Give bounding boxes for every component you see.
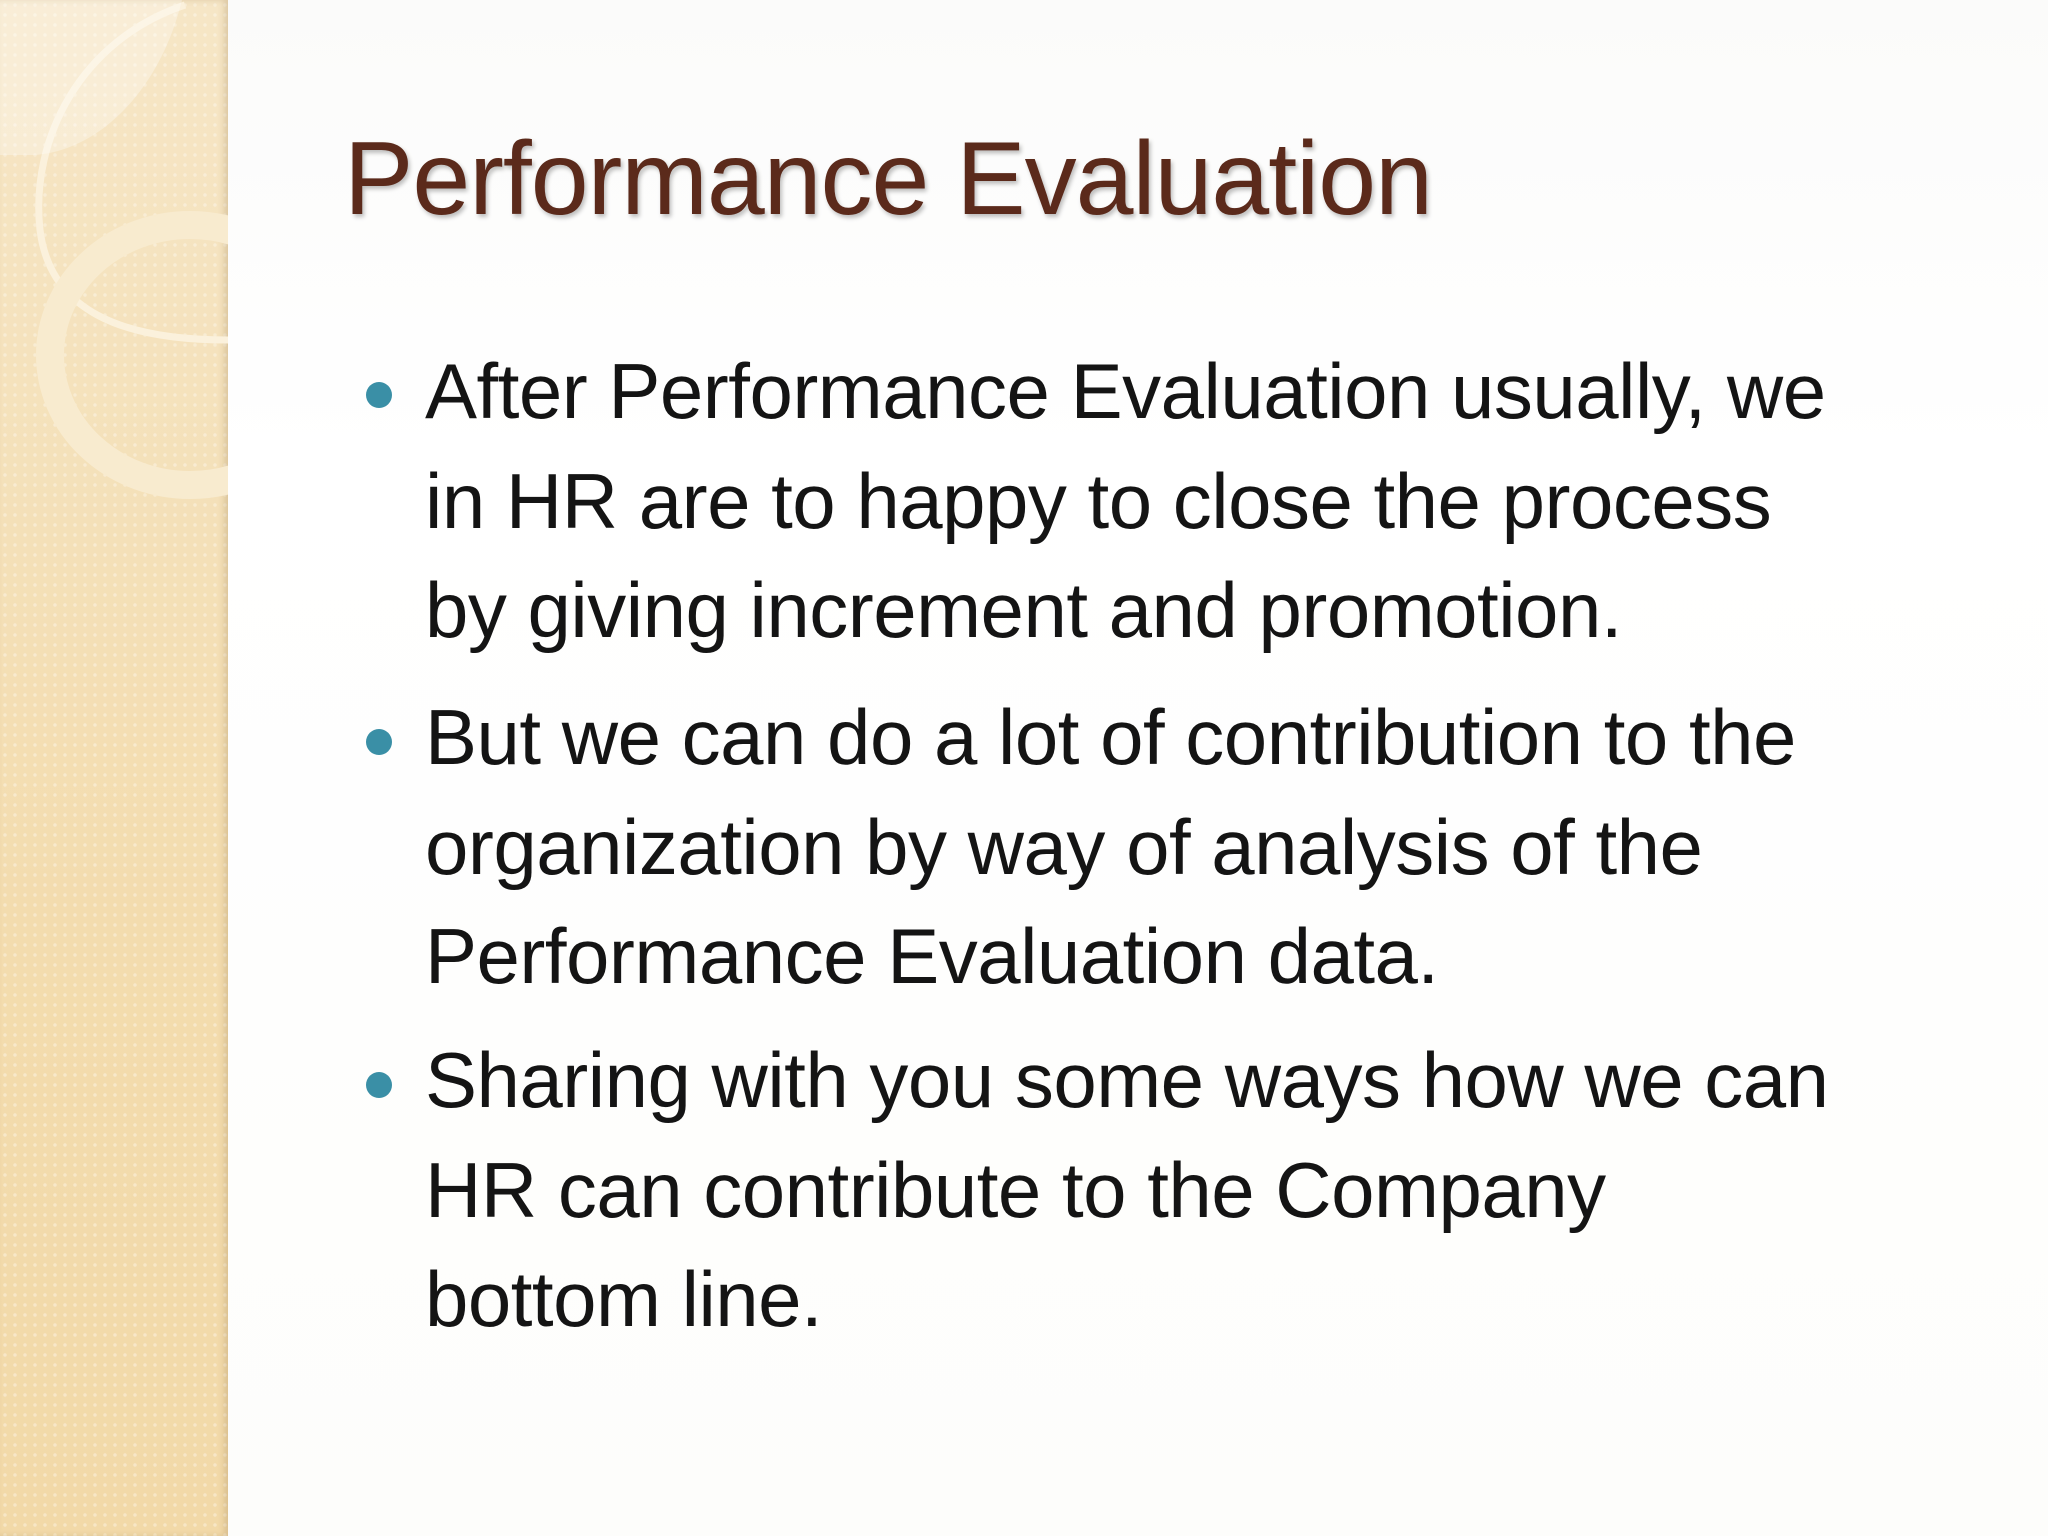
bullet-dot-icon xyxy=(366,729,392,755)
bullet-line: But we can do a lot of contribution to t… xyxy=(425,693,1796,781)
bullet-dot-icon xyxy=(366,1072,392,1098)
bullet-line: by giving increment and promotion. xyxy=(425,566,1623,654)
bullet-line: Sharing with you some ways how we can xyxy=(425,1036,1829,1124)
bullet-line: Performance Evaluation data. xyxy=(425,912,1439,1000)
bullet-line: bottom line. xyxy=(425,1255,823,1343)
bullet-line: organization by way of analysis of the xyxy=(425,803,1703,891)
bullet-line: in HR are to happy to close the process xyxy=(425,457,1772,545)
slide-background xyxy=(228,0,2048,1536)
slide-title: Performance Evaluation xyxy=(344,121,1433,237)
decorative-sidebar xyxy=(0,0,228,1536)
bullet-dot-icon xyxy=(366,382,392,408)
bullet-line: HR can contribute to the Company xyxy=(425,1146,1606,1234)
bullet-line: After Performance Evaluation usually, we xyxy=(425,347,1826,435)
decorative-rings xyxy=(0,0,228,499)
